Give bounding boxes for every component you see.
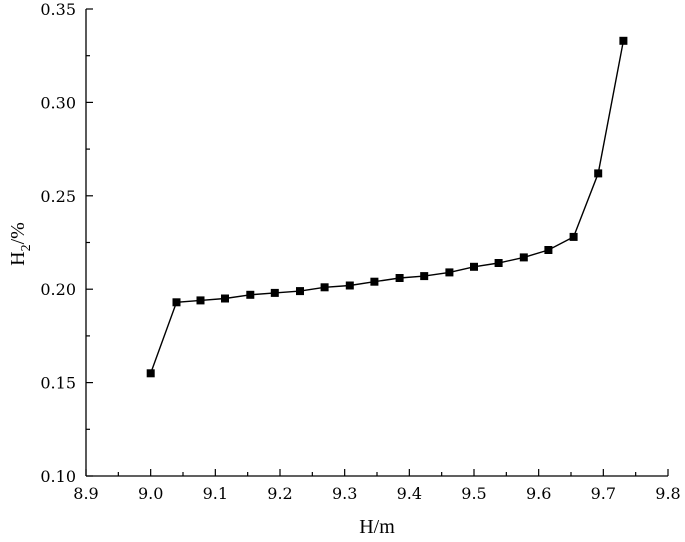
data-point <box>519 253 528 262</box>
data-point <box>494 259 503 267</box>
y-axis-title-main: H <box>7 251 29 265</box>
x-tick-label: 9.6 <box>526 484 551 503</box>
data-point <box>146 369 155 378</box>
y-axis-title-subscript: 2 <box>19 244 34 251</box>
data-point <box>246 290 255 299</box>
data-point <box>619 36 628 45</box>
y-axis-title: H2/% <box>7 222 34 266</box>
data-point <box>395 274 404 282</box>
data-point <box>270 288 279 297</box>
data-point <box>221 294 229 303</box>
series-line <box>150 40 625 374</box>
data-point <box>445 268 454 277</box>
x-tick-label: 8.9 <box>73 484 98 503</box>
x-tick-label: 9.4 <box>397 484 422 503</box>
y-axis-title-tail: /% <box>7 222 29 244</box>
data-point <box>320 283 329 292</box>
x-axis-title: H/m <box>359 516 395 538</box>
data-point <box>544 246 553 254</box>
x-ticks: 8.9 9.0 9.1 9.2 9.3 9.4 9.5 9.6 9.7 9.8 <box>73 469 681 503</box>
y-tick-label: 0.20 <box>40 280 76 299</box>
x-tick-label: 9.1 <box>203 484 228 503</box>
y-ticks: 0.10 0.15 0.20 0.25 0.30 0.35 <box>40 0 93 486</box>
data-point <box>296 287 304 296</box>
data-point <box>420 272 429 281</box>
x-axis: 8.9 9.0 9.1 9.2 9.3 9.4 9.5 9.6 9.7 9.8 <box>73 469 681 503</box>
data-point <box>470 262 478 271</box>
data-point <box>345 281 354 290</box>
data-point <box>594 169 603 178</box>
x-tick-label: 9.7 <box>591 484 616 503</box>
x-tick-label: 9.8 <box>655 484 680 503</box>
y-tick-label: 0.25 <box>40 187 76 206</box>
y-tick-label: 0.30 <box>40 93 76 112</box>
data-point <box>172 298 181 307</box>
x-tick-label: 9.5 <box>461 484 486 503</box>
y-axis: 0.10 0.15 0.20 0.25 0.30 0.35 <box>40 0 93 486</box>
x-tick-label: 9.2 <box>267 484 292 503</box>
data-point <box>196 296 205 305</box>
y-tick-label: 0.10 <box>40 467 76 486</box>
y-tick-label: 0.15 <box>40 374 76 393</box>
data-series <box>146 36 628 378</box>
x-tick-label: 9.0 <box>138 484 163 503</box>
y-tick-label: 0.35 <box>40 0 76 19</box>
x-tick-label: 9.3 <box>332 484 357 503</box>
data-point <box>569 232 578 241</box>
data-point <box>370 277 379 286</box>
